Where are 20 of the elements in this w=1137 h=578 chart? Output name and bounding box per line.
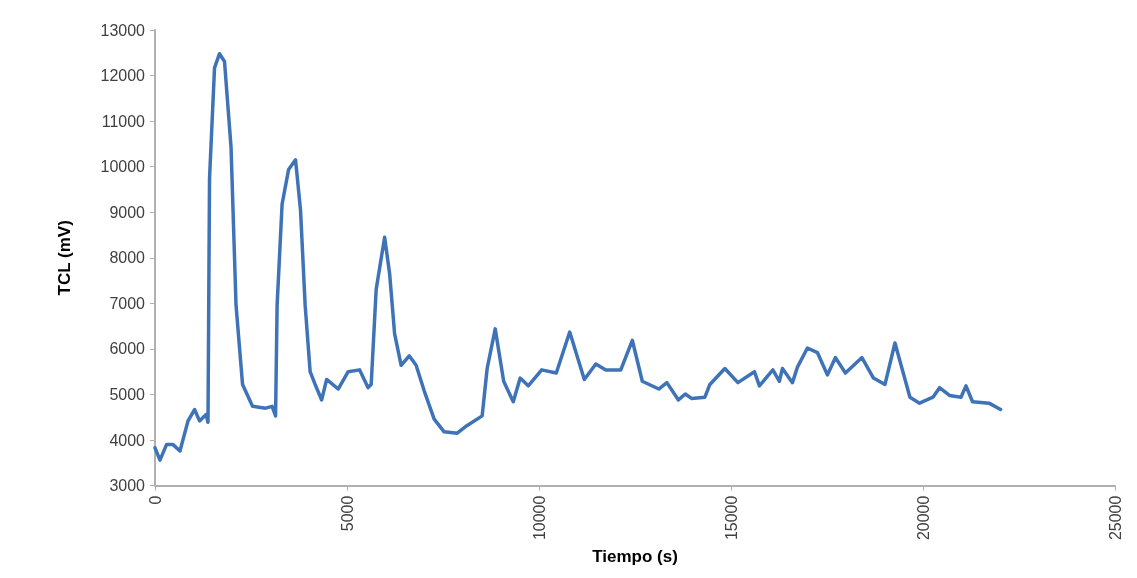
- y-tick-label: 5000: [109, 385, 146, 403]
- x-tick-label: 10000: [530, 495, 548, 541]
- line-series: [153, 51, 1003, 462]
- y-tick-label: 11000: [101, 112, 146, 130]
- x-tick-label: 15000: [722, 495, 740, 541]
- y-tick-label: 7000: [109, 294, 146, 312]
- y-axis-title: TCL (mV): [55, 220, 74, 296]
- x-axis-title: Tiempo (s): [592, 547, 678, 566]
- y-tick-label: 13000: [100, 21, 146, 39]
- x-tick-label: 25000: [1106, 495, 1124, 541]
- y-tick-label: 12000: [100, 67, 146, 85]
- x-tick-label: 20000: [914, 495, 932, 541]
- x-tick-label: 0: [146, 495, 164, 505]
- y-tick-label: 6000: [109, 340, 146, 358]
- y-tick-label: 3000: [109, 477, 146, 495]
- y-tick-label: 8000: [109, 249, 146, 267]
- y-tick-label: 4000: [109, 431, 146, 449]
- y-tick-label: 10000: [100, 158, 146, 176]
- x-tick-label: 5000: [338, 495, 356, 532]
- y-tick-label: 9000: [109, 203, 146, 221]
